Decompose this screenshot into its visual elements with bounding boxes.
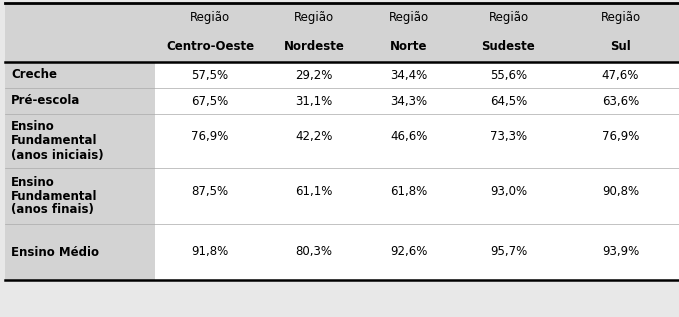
Text: 87,5%: 87,5% xyxy=(191,185,229,198)
Text: 92,6%: 92,6% xyxy=(390,245,428,258)
Text: 93,0%: 93,0% xyxy=(490,185,527,198)
Text: Ensino: Ensino xyxy=(11,176,55,189)
Text: Região: Região xyxy=(600,11,640,24)
Text: (anos iniciais): (anos iniciais) xyxy=(11,148,104,161)
Text: 57,5%: 57,5% xyxy=(191,68,229,81)
Text: Ensino: Ensino xyxy=(11,120,55,133)
Bar xyxy=(155,168,679,224)
Bar xyxy=(5,168,155,224)
Text: 73,3%: 73,3% xyxy=(490,130,527,143)
Bar xyxy=(155,114,679,168)
Text: Creche: Creche xyxy=(11,68,57,81)
Bar xyxy=(155,62,679,88)
Text: 29,2%: 29,2% xyxy=(295,68,333,81)
Text: Fundamental: Fundamental xyxy=(11,190,98,203)
Text: Sudeste: Sudeste xyxy=(481,40,535,53)
Text: Pré-escola: Pré-escola xyxy=(11,94,80,107)
Text: Nordeste: Nordeste xyxy=(284,40,344,53)
Text: Região: Região xyxy=(488,11,528,24)
Text: 91,8%: 91,8% xyxy=(191,245,229,258)
Text: 34,3%: 34,3% xyxy=(390,94,428,107)
Text: 76,9%: 76,9% xyxy=(602,130,639,143)
Text: (anos finais): (anos finais) xyxy=(11,204,94,217)
Text: Norte: Norte xyxy=(390,40,428,53)
Text: 90,8%: 90,8% xyxy=(602,185,639,198)
Text: 80,3%: 80,3% xyxy=(295,245,333,258)
Bar xyxy=(155,88,679,114)
Text: 47,6%: 47,6% xyxy=(602,68,639,81)
Text: 76,9%: 76,9% xyxy=(191,130,229,143)
Text: 61,1%: 61,1% xyxy=(295,185,333,198)
Text: 55,6%: 55,6% xyxy=(490,68,527,81)
Text: Região: Região xyxy=(294,11,334,24)
Text: Sul: Sul xyxy=(610,40,631,53)
Text: 42,2%: 42,2% xyxy=(295,130,333,143)
Bar xyxy=(155,224,679,280)
Bar xyxy=(5,3,679,62)
Text: 63,6%: 63,6% xyxy=(602,94,639,107)
Bar xyxy=(5,224,155,280)
Text: Região: Região xyxy=(389,11,429,24)
Text: 34,4%: 34,4% xyxy=(390,68,428,81)
Text: Fundamental: Fundamental xyxy=(11,134,98,147)
Text: 67,5%: 67,5% xyxy=(191,94,229,107)
Text: 93,9%: 93,9% xyxy=(602,245,639,258)
Bar xyxy=(5,88,155,114)
Text: 95,7%: 95,7% xyxy=(490,245,527,258)
Bar xyxy=(5,114,155,168)
Text: Centro-Oeste: Centro-Oeste xyxy=(166,40,254,53)
Text: 31,1%: 31,1% xyxy=(295,94,333,107)
Bar xyxy=(5,62,155,88)
Text: 61,8%: 61,8% xyxy=(390,185,428,198)
Text: 64,5%: 64,5% xyxy=(490,94,527,107)
Text: 46,6%: 46,6% xyxy=(390,130,428,143)
Text: Ensino Médio: Ensino Médio xyxy=(11,245,99,258)
Text: Região: Região xyxy=(190,11,230,24)
